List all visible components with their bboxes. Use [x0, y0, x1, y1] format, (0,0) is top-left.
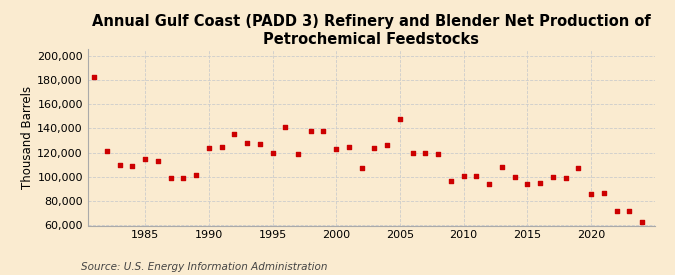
- Point: [484, 182, 495, 186]
- Point: [522, 182, 533, 186]
- Point: [433, 152, 443, 156]
- Point: [407, 150, 418, 155]
- Point: [637, 220, 647, 224]
- Point: [331, 147, 342, 151]
- Point: [573, 166, 584, 171]
- Point: [420, 150, 431, 155]
- Point: [560, 176, 571, 180]
- Point: [114, 163, 125, 167]
- Point: [446, 178, 456, 183]
- Point: [624, 209, 634, 213]
- Point: [458, 174, 469, 178]
- Point: [382, 143, 393, 148]
- Point: [598, 191, 609, 195]
- Point: [242, 141, 252, 145]
- Point: [254, 142, 265, 146]
- Point: [229, 132, 240, 137]
- Point: [127, 164, 138, 168]
- Point: [190, 172, 201, 177]
- Point: [471, 174, 482, 178]
- Point: [101, 149, 112, 154]
- Point: [509, 175, 520, 179]
- Point: [394, 117, 405, 121]
- Text: Source: U.S. Energy Information Administration: Source: U.S. Energy Information Administ…: [81, 262, 327, 272]
- Point: [153, 159, 163, 163]
- Point: [292, 152, 303, 156]
- Point: [496, 165, 507, 169]
- Point: [356, 166, 367, 171]
- Point: [611, 209, 622, 213]
- Point: [140, 156, 151, 161]
- Point: [165, 176, 176, 180]
- Point: [586, 192, 597, 196]
- Point: [203, 146, 214, 150]
- Point: [280, 125, 291, 129]
- Point: [369, 146, 380, 150]
- Point: [216, 144, 227, 149]
- Point: [344, 144, 354, 149]
- Point: [535, 181, 545, 185]
- Point: [178, 176, 189, 180]
- Point: [305, 129, 316, 133]
- Y-axis label: Thousand Barrels: Thousand Barrels: [22, 86, 34, 189]
- Title: Annual Gulf Coast (PADD 3) Refinery and Blender Net Production of Petrochemical : Annual Gulf Coast (PADD 3) Refinery and …: [92, 14, 651, 46]
- Point: [88, 75, 99, 80]
- Point: [318, 129, 329, 133]
- Point: [547, 175, 558, 179]
- Point: [267, 150, 278, 155]
